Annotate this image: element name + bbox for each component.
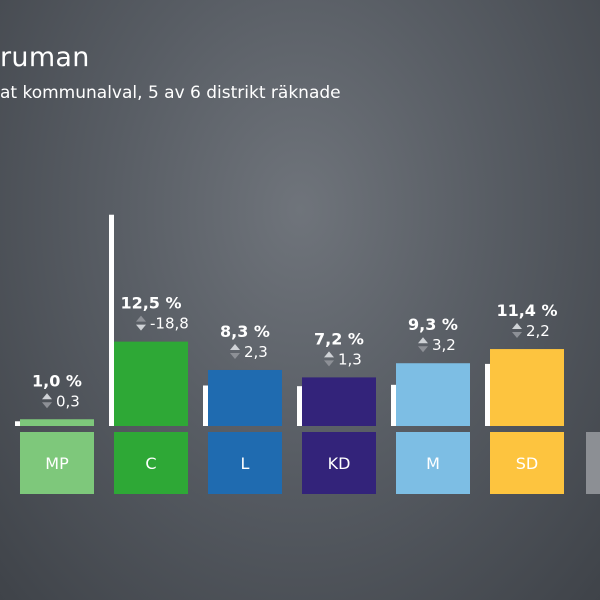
- change-up-icon-mp: [42, 393, 52, 400]
- previous-bar-sd: [485, 363, 490, 426]
- previous-bar-mp: [15, 421, 20, 426]
- value-label-m: 9,3 %: [408, 315, 458, 334]
- bar-mp: [20, 419, 94, 426]
- bar-c: [114, 341, 188, 426]
- previous-bar-c: [109, 214, 114, 426]
- change-label-sd: 2,2: [526, 322, 550, 340]
- value-label-l: 8,3 %: [220, 322, 270, 341]
- value-label-c: 12,5 %: [120, 294, 181, 313]
- party-tile-l: [208, 432, 282, 494]
- value-label-kd: 7,2 %: [314, 329, 364, 348]
- previous-bar-m: [391, 384, 396, 426]
- category-label-l: L: [241, 454, 250, 473]
- party-tile-sd: [490, 432, 564, 494]
- change-up-icon-l: [230, 343, 240, 350]
- chart-title: ruman: [0, 42, 90, 73]
- bar-m: [396, 363, 470, 426]
- change-down-icon-sd: [512, 332, 522, 339]
- change-down-icon-m: [418, 346, 428, 353]
- party-tile-c: [114, 432, 188, 494]
- previous-bar-kd: [297, 386, 302, 426]
- change-label-kd: 1,3: [338, 350, 362, 368]
- value-label-sd: 11,4 %: [496, 301, 557, 320]
- change-up-icon-m: [418, 337, 428, 344]
- chart-subtitle: at kommunalval, 5 av 6 distrikt räknade: [0, 83, 341, 103]
- party-tile-mp: [20, 432, 94, 494]
- bar-l: [208, 369, 282, 426]
- category-label-m: M: [426, 454, 440, 473]
- category-label-sd: SD: [516, 454, 538, 473]
- change-down-icon-mp: [42, 402, 52, 409]
- change-label-c: -18,8: [150, 315, 189, 333]
- change-label-m: 3,2: [432, 336, 456, 354]
- cut-off-party-tile: [586, 432, 600, 494]
- previous-bar-l: [203, 385, 208, 426]
- value-label-mp: 1,0 %: [32, 371, 82, 390]
- bar-kd: [302, 377, 376, 426]
- category-label-c: C: [145, 454, 156, 473]
- change-down-icon-c: [136, 324, 146, 331]
- change-label-l: 2,3: [244, 343, 268, 361]
- category-label-mp: MP: [45, 454, 69, 473]
- category-label-kd: KD: [328, 454, 351, 473]
- change-up-icon-sd: [512, 323, 522, 330]
- party-tile-kd: [302, 432, 376, 494]
- change-label-mp: 0,3: [56, 392, 80, 410]
- change-up-icon-c: [136, 315, 146, 322]
- change-down-icon-l: [230, 352, 240, 359]
- change-down-icon-kd: [324, 360, 334, 367]
- change-up-icon-kd: [324, 351, 334, 358]
- party-tile-m: [396, 432, 470, 494]
- bar-sd: [490, 349, 564, 426]
